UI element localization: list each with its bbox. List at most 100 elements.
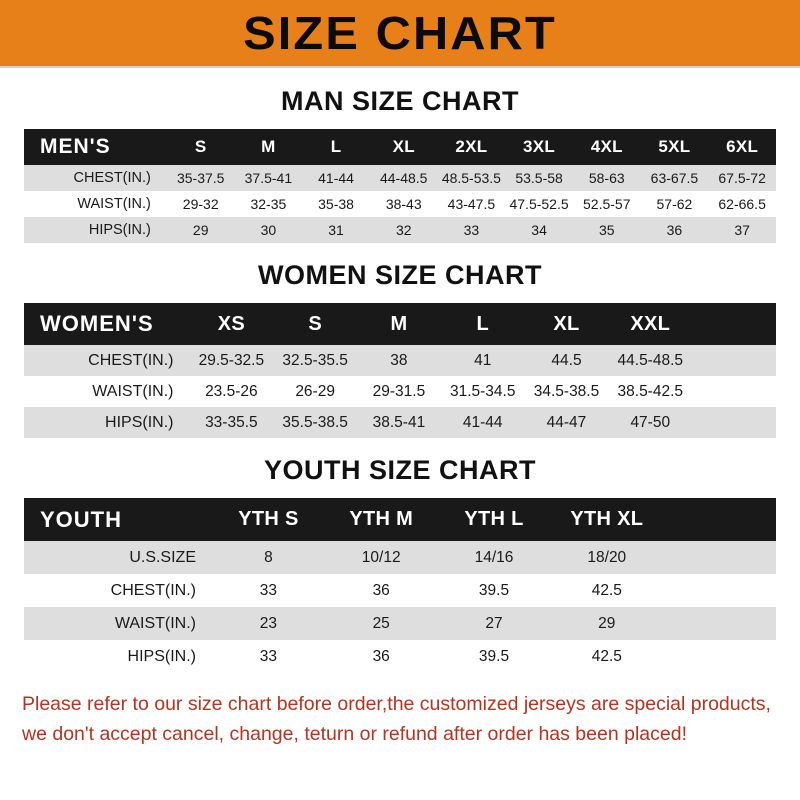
men-table-body: CHEST(IN.) 35-37.5 37.5-41 41-44 44-48.5 48.5… bbox=[24, 165, 776, 243]
youth-row-label: WAIST(IN.) bbox=[114, 614, 196, 632]
men-corner-label: MEN'S bbox=[40, 135, 111, 158]
section-youth: YOUTH SIZE CHART YOUTH YTH S YTH M YTH L YT… bbox=[0, 438, 800, 673]
men-cell: 32-35 bbox=[250, 196, 287, 212]
men-cell: 30 bbox=[260, 222, 277, 238]
men-cell: 34 bbox=[531, 222, 547, 238]
men-cell: 47.5-52.5 bbox=[509, 196, 569, 212]
youth-cell: 23 bbox=[259, 614, 278, 632]
youth-cell: 8 bbox=[264, 548, 273, 566]
men-cell: 37 bbox=[734, 222, 750, 238]
women-cell bbox=[692, 376, 776, 407]
table-row: WAIST(IN.) 23 25 27 29 bbox=[24, 607, 776, 640]
men-size-header: 2XL bbox=[455, 137, 488, 156]
youth-cell: 27 bbox=[485, 614, 503, 632]
section-women: WOMEN SIZE CHART WOMEN'S XS S M L XL XXL CHES… bbox=[0, 243, 800, 438]
youth-cell: 33 bbox=[259, 581, 278, 599]
women-table-body: CHEST(IN.) 29.5-32.5 32.5-35.5 38 41 44.5 44.5… bbox=[24, 345, 776, 438]
men-cell: 35 bbox=[598, 222, 615, 238]
women-cell: 38 bbox=[390, 351, 408, 369]
table-row: HIPS(IN.) 33 36 39.5 42.5 bbox=[24, 640, 776, 673]
youth-cell: 42.5 bbox=[591, 647, 622, 665]
men-cell: 35-38 bbox=[318, 196, 354, 212]
youth-cell: 36 bbox=[372, 581, 390, 599]
men-size-header: S bbox=[194, 137, 207, 156]
table-row: CHEST(IN.) 33 36 39.5 42.5 bbox=[24, 574, 776, 607]
youth-cell: 36 bbox=[372, 647, 390, 665]
women-cell bbox=[692, 407, 776, 438]
women-size-header: S bbox=[308, 312, 322, 335]
men-cell: 35-37.5 bbox=[176, 170, 225, 186]
women-cell: 41 bbox=[474, 351, 492, 369]
women-row-label: HIPS(IN.) bbox=[105, 413, 174, 431]
section-title-youth: YOUTH SIZE CHART bbox=[263, 455, 536, 485]
youth-cell: 10/12 bbox=[361, 548, 401, 566]
men-size-header: M bbox=[261, 137, 276, 156]
youth-size-table: YOUTH YTH S YTH M YTH L YTH XL U.S.SIZE 8 10/… bbox=[24, 498, 776, 673]
men-size-header: 5XL bbox=[658, 137, 691, 156]
men-cell: 48.5-53.5 bbox=[441, 170, 501, 186]
women-size-header: M bbox=[390, 312, 408, 335]
youth-cell bbox=[663, 574, 776, 607]
men-size-header: 4XL bbox=[590, 137, 623, 156]
women-cell: 29-31.5 bbox=[372, 382, 426, 400]
men-cell: 44-48.5 bbox=[379, 170, 428, 186]
table-row: HIPS(IN.) 29 30 31 32 33 34 35 36 37 bbox=[24, 217, 776, 243]
section-title-women: WOMEN SIZE CHART bbox=[258, 260, 542, 290]
youth-corner-label: YOUTH bbox=[40, 506, 122, 532]
women-cell bbox=[692, 345, 776, 376]
youth-header-row: YOUTH YTH S YTH M YTH L YTH XL bbox=[24, 498, 776, 541]
women-cell: 41-44 bbox=[462, 413, 503, 431]
page-banner: SIZE CHART bbox=[0, 0, 800, 68]
women-cell: 44.5 bbox=[551, 351, 582, 369]
men-cell: 29-32 bbox=[182, 196, 219, 212]
men-header-row: MEN'S S M L XL 2XL 3XL 4XL 5XL 6XL bbox=[24, 129, 776, 165]
men-cell: 62-66.5 bbox=[718, 196, 766, 212]
table-row: CHEST(IN.) 29.5-32.5 32.5-35.5 38 41 44.5 44.5… bbox=[24, 345, 776, 376]
section-men: MAN SIZE CHART MEN'S S M L XL 2XL 3XL 4XL 5XL 6X… bbox=[0, 68, 800, 243]
youth-cell bbox=[663, 640, 776, 673]
men-cell: 52.5-57 bbox=[583, 196, 631, 212]
table-row: HIPS(IN.) 33-35.5 35.5-38.5 38.5-41 41-44 44-… bbox=[24, 407, 776, 438]
women-cell: 29.5-32.5 bbox=[198, 351, 265, 369]
youth-cell bbox=[663, 607, 776, 640]
women-size-table: WOMEN'S XS S M L XL XXL CHEST(IN.) 29.5-32.5 32… bbox=[24, 303, 776, 438]
men-cell: 38-43 bbox=[385, 196, 422, 212]
men-cell: 33 bbox=[463, 222, 480, 238]
table-row: CHEST(IN.) 35-37.5 37.5-41 41-44 44-48.5 48.5… bbox=[24, 165, 776, 191]
women-size-header-empty bbox=[692, 303, 776, 345]
youth-row-label: HIPS(IN.) bbox=[127, 647, 196, 665]
women-row-label: WAIST(IN.) bbox=[92, 382, 174, 400]
section-title-men: MAN SIZE CHART bbox=[281, 86, 519, 116]
men-cell: 53.5-58 bbox=[515, 170, 563, 186]
women-size-header: XS bbox=[217, 312, 245, 335]
youth-size-header: YTH L bbox=[464, 508, 524, 530]
table-row: WAIST(IN.) 23.5-26 26-29 29-31.5 31.5-34.5 34… bbox=[24, 376, 776, 407]
men-cell: 63-67.5 bbox=[650, 170, 699, 186]
youth-size-header-empty bbox=[663, 498, 776, 541]
page-title: SIZE CHART bbox=[243, 7, 557, 59]
women-corner-label: WOMEN'S bbox=[40, 311, 154, 336]
men-size-header: XL bbox=[392, 137, 415, 156]
men-size-header: 6XL bbox=[726, 137, 759, 156]
youth-cell: 39.5 bbox=[478, 581, 510, 599]
note-line-2: we don't accept cancel, change, teturn o… bbox=[22, 723, 687, 745]
men-cell: 29 bbox=[192, 222, 209, 238]
men-row-label: CHEST(IN.) bbox=[73, 170, 151, 186]
women-header-row: WOMEN'S XS S M L XL XXL bbox=[24, 303, 776, 345]
note-line-1: Please refer to our size chart before or… bbox=[22, 693, 771, 715]
youth-cell: 42.5 bbox=[591, 581, 622, 599]
youth-cell: 25 bbox=[372, 614, 390, 632]
women-cell: 33-35.5 bbox=[205, 413, 258, 431]
men-size-table: MEN'S S M L XL 2XL 3XL 4XL 5XL 6XL CHEST(IN.) 35-… bbox=[24, 129, 776, 243]
men-size-header: L bbox=[330, 137, 342, 156]
men-row-label: HIPS(IN.) bbox=[88, 222, 151, 238]
women-cell: 32.5-35.5 bbox=[282, 351, 348, 369]
table-row: U.S.SIZE 8 10/12 14/16 18/20 bbox=[24, 541, 776, 574]
women-cell: 26-29 bbox=[295, 382, 335, 400]
women-cell: 47-50 bbox=[630, 413, 671, 431]
youth-cell: 14/16 bbox=[474, 548, 514, 566]
youth-cell: 39.5 bbox=[478, 647, 510, 665]
youth-row-label: U.S.SIZE bbox=[129, 548, 196, 566]
youth-table-body: U.S.SIZE 8 10/12 14/16 18/20 CHEST(IN.) 33 36 3… bbox=[24, 541, 776, 673]
women-cell: 38.5-41 bbox=[372, 413, 426, 431]
